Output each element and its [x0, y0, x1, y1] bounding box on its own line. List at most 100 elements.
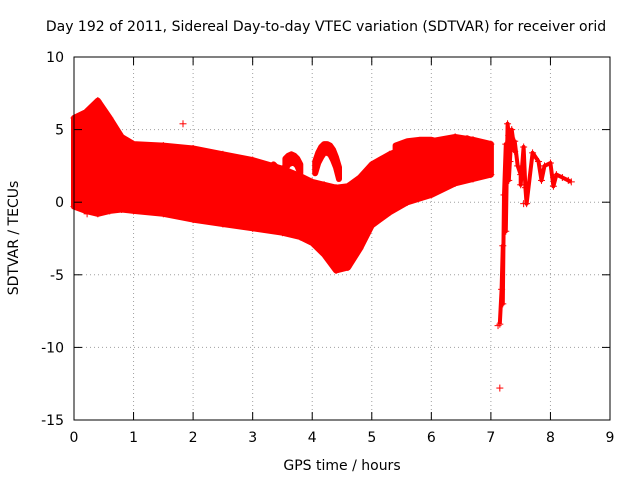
y-tick-label: -10	[41, 340, 64, 356]
data-point	[558, 174, 566, 182]
data-point-outlier	[179, 120, 187, 128]
data-point-outlier	[83, 210, 91, 218]
data-point-edge	[356, 245, 364, 253]
data-point	[502, 227, 510, 235]
data-point	[521, 184, 529, 192]
data-point-edge	[106, 114, 114, 122]
data-point-outlier	[494, 322, 502, 330]
data-point	[546, 159, 554, 167]
data-point-edge	[404, 143, 412, 151]
data-point	[499, 242, 507, 250]
data-point-edge	[451, 179, 459, 187]
data-point	[506, 158, 514, 166]
data-point	[502, 140, 510, 148]
data-point	[529, 149, 537, 157]
data-point-edge	[118, 133, 126, 141]
data-point-edge	[368, 221, 376, 229]
data-point-edge	[427, 137, 435, 145]
data-point	[540, 162, 548, 170]
data-series-sdtvar	[70, 97, 575, 392]
chart-title: Day 192 of 2011, Sidereal Day-to-day VTE…	[46, 19, 606, 35]
data-point-edge	[159, 210, 167, 218]
data-point	[505, 176, 513, 184]
data-point	[498, 285, 506, 293]
data-point-edge	[308, 178, 316, 186]
data-point-edge	[296, 233, 304, 241]
data-point	[496, 320, 504, 328]
y-tick-label: 0	[55, 195, 64, 211]
x-tick-label: 8	[546, 430, 555, 446]
data-point-edge	[451, 133, 459, 141]
data-point-outlier	[520, 200, 528, 208]
data-point	[564, 176, 572, 184]
y-tick-label: -5	[50, 268, 64, 284]
data-point-edge	[278, 229, 286, 237]
data-point-edge	[130, 140, 138, 148]
x-tick-label: 1	[129, 430, 138, 446]
y-tick-label: 5	[55, 123, 64, 139]
data-point	[520, 143, 528, 151]
data-point-edge	[219, 220, 227, 228]
data-point-outlier	[496, 384, 504, 392]
data-point-edge	[427, 191, 435, 199]
data-band-arc	[392, 135, 476, 159]
data-point	[549, 182, 557, 190]
data-point-edge	[249, 156, 257, 164]
data-point	[567, 178, 575, 186]
data-point-edge	[118, 205, 126, 213]
data-point-edge	[344, 182, 352, 190]
data-point-edge	[332, 266, 340, 274]
data-point-edge	[278, 165, 286, 173]
data-point-edge	[386, 208, 394, 216]
data-point-edge	[219, 150, 227, 158]
x-tick-label: 5	[367, 430, 376, 446]
data-point	[499, 300, 507, 308]
data-point-edge	[356, 174, 364, 182]
data-point-edge	[344, 264, 352, 272]
data-point-edge	[469, 136, 477, 144]
data-point	[514, 162, 522, 170]
data-point	[511, 147, 519, 155]
data-point-edge	[106, 207, 114, 215]
data-point	[505, 131, 513, 139]
data-point-edge	[159, 142, 167, 150]
x-axis-label: GPS time / hours	[283, 458, 400, 474]
y-tick-label: 10	[46, 50, 64, 66]
data-point-edge	[469, 175, 477, 183]
data-point	[538, 176, 546, 184]
data-point	[517, 181, 525, 189]
data-point-edge	[404, 198, 412, 206]
data-point-edge	[82, 108, 90, 116]
data-point-edge	[320, 181, 328, 189]
data-point	[535, 158, 543, 166]
data-point-edge	[368, 160, 376, 168]
data-point-edge	[296, 172, 304, 180]
axis-ticks: 0 1 2 3 4 5 6 7 8 9 -15 -10 -5 0 5 10	[41, 50, 614, 446]
x-tick-label: 3	[248, 430, 257, 446]
data-point	[500, 191, 508, 199]
data-band-arc	[270, 161, 289, 194]
data-point-edge	[130, 207, 138, 215]
data-point-edge	[332, 184, 340, 192]
y-tick-label: -15	[41, 413, 64, 429]
data-point-edge	[487, 171, 495, 179]
data-point-edge	[94, 210, 102, 218]
x-tick-label: 6	[427, 430, 436, 446]
data-point-edge	[82, 207, 90, 215]
plot-area-border	[73, 56, 611, 421]
x-tick-label: 7	[486, 430, 495, 446]
data-band-arc	[312, 141, 342, 182]
data-point	[552, 171, 560, 179]
data-point	[508, 126, 516, 134]
y-axis-label: SDTVAR / TECUs	[6, 181, 22, 296]
data-point-edge	[94, 97, 102, 105]
x-tick-label: 2	[189, 430, 198, 446]
data-point-edge	[386, 150, 394, 158]
data-point-edge	[189, 216, 197, 224]
x-tick-label: 9	[606, 430, 615, 446]
data-point-edge	[249, 224, 257, 232]
x-tick-label: 0	[70, 430, 79, 446]
data-point	[511, 137, 519, 145]
data-point	[517, 171, 525, 179]
